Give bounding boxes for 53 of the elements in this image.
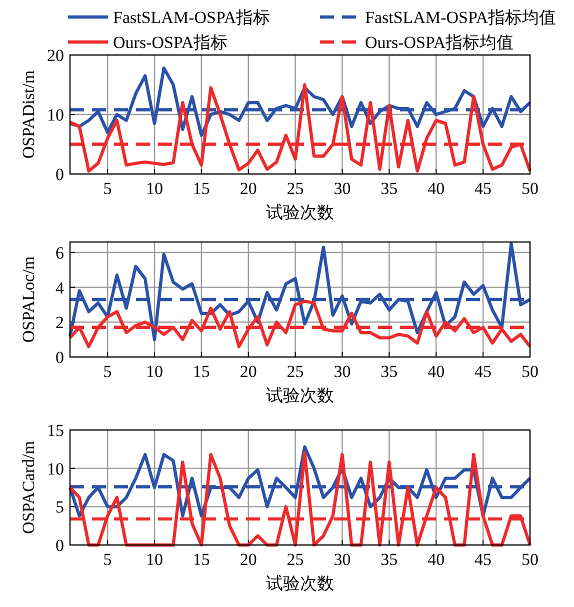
x-tick-label: 5 <box>103 550 112 569</box>
x-tick-label: 50 <box>522 550 538 569</box>
x-tick-label: 50 <box>522 179 538 198</box>
x-tick-label: 45 <box>474 550 492 569</box>
x-tick-label: 45 <box>474 362 492 381</box>
y-axis-title: OSPALoc/m <box>19 256 38 343</box>
legend-label: Ours-OSPA指标均值 <box>365 33 514 52</box>
x-tick-label: 25 <box>286 179 304 198</box>
y-tick-label: 20 <box>47 46 64 65</box>
y-axis-title: OSPACard/m <box>19 441 38 534</box>
y-tick-label: 15 <box>47 421 64 440</box>
x-tick-label: 15 <box>192 362 210 381</box>
legend-label: Ours-OSPA指标 <box>113 33 228 52</box>
x-tick-label: 40 <box>428 550 445 569</box>
x-tick-label: 25 <box>286 362 304 381</box>
x-axis-title: 试验次数 <box>266 203 334 222</box>
y-tick-label: 0 <box>56 165 64 184</box>
legend-label: FastSLAM-OSPA指标 <box>113 8 270 27</box>
x-tick-label: 10 <box>146 550 163 569</box>
y-tick-label: 0 <box>56 348 64 367</box>
x-tick-label: 35 <box>380 362 398 381</box>
line-series <box>68 66 532 137</box>
x-axis-title: 试验次数 <box>266 574 334 593</box>
y-tick-label: 2 <box>56 313 64 332</box>
x-tick-label: 40 <box>428 362 445 381</box>
y-axis-title: OSPADist/m <box>19 70 38 159</box>
x-tick-label: 35 <box>380 179 398 198</box>
line-series <box>68 300 532 348</box>
x-tick-label: 35 <box>380 550 398 569</box>
x-tick-label: 45 <box>474 179 492 198</box>
x-tick-label: 40 <box>428 179 445 198</box>
x-tick-label: 5 <box>103 179 112 198</box>
x-tick-label: 50 <box>522 362 538 381</box>
y-tick-label: 10 <box>47 459 64 478</box>
x-tick-label: 10 <box>146 362 163 381</box>
x-tick-label: 5 <box>103 362 112 381</box>
y-tick-label: 10 <box>47 106 64 124</box>
x-tick-label: 30 <box>334 179 351 198</box>
legend-label: FastSLAM-OSPA指标均值 <box>365 8 556 27</box>
y-tick-label: 4 <box>56 278 64 298</box>
y-tick-label: 5 <box>56 498 64 517</box>
x-tick-label: 30 <box>334 550 351 569</box>
x-tick-label: 25 <box>286 550 304 569</box>
y-tick-label: 6 <box>56 243 64 262</box>
y-tick-label: 0 <box>56 536 64 555</box>
x-tick-label: 15 <box>192 550 210 569</box>
x-tick-label: 20 <box>240 179 257 198</box>
x-tick-label: 10 <box>146 179 163 198</box>
x-tick-label: 30 <box>334 362 351 381</box>
x-axis-title: 试验次数 <box>266 386 334 405</box>
x-tick-label: 20 <box>240 362 257 381</box>
x-tick-label: 20 <box>240 550 257 569</box>
x-tick-label: 15 <box>192 179 210 198</box>
